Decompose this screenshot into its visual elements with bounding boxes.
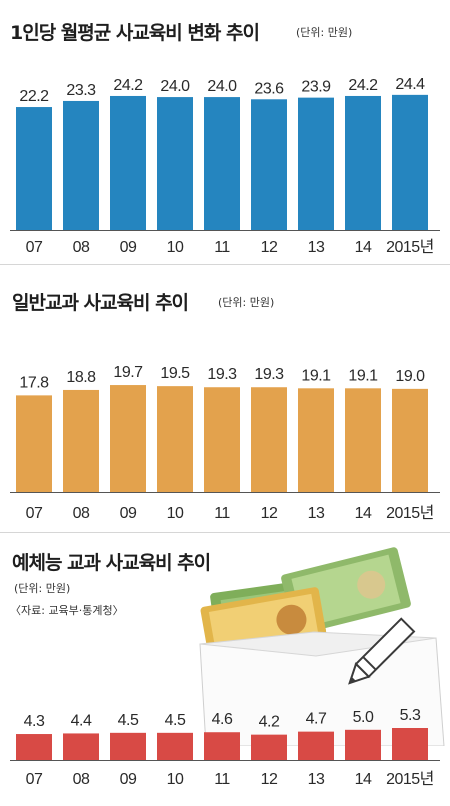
bar-2015년: [392, 94, 428, 230]
data-label: 19.0: [395, 368, 425, 385]
bar-11: [204, 97, 240, 230]
data-label: 4.5: [118, 712, 139, 729]
data-label: 19.3: [254, 366, 284, 383]
bar-09: [110, 385, 146, 492]
pencil-icon: [348, 617, 416, 685]
tick-label: 12: [261, 505, 278, 522]
data-label: 24.2: [348, 77, 378, 94]
chart-panel-monthly-avg: 1인당 월평균 사교육비 변화 추이 (단위: 만원) 22.2 07 23.3 08…: [0, 0, 450, 262]
bar-09: [110, 95, 146, 230]
source-note: 〈자료: 교육부·통계청〉: [10, 604, 124, 617]
data-label: 19.1: [301, 367, 331, 384]
chart-panel-general-subjects: 일반교과 사교육비 추이 (단위: 만원) 17.8 07 18.8 08 19.7 09…: [0, 266, 450, 532]
bar-2015년: [392, 728, 428, 760]
bar-09: [110, 732, 146, 760]
data-label: 24.0: [160, 78, 190, 95]
tick-label: 14: [355, 771, 372, 788]
bar-12: [251, 387, 287, 492]
bar-12: [251, 99, 287, 231]
bar-10: [157, 97, 193, 230]
tick-label: 07: [26, 239, 43, 256]
tick-label: 11: [214, 771, 230, 788]
tick-label: 13: [308, 505, 325, 522]
tick-label: 10: [167, 505, 184, 522]
tick-label: 08: [73, 771, 90, 788]
unit-label: (단위: 만원): [296, 26, 353, 39]
bar-chart-arts-sports: 4.3 07 4.4 08 4.5 09 4.5 10 4.6 11 4.2 12 4.7 13 5.0 14…: [10, 707, 440, 788]
data-label: 17.8: [19, 374, 49, 391]
bar-07: [16, 395, 52, 492]
tick-label: 2015년: [386, 504, 434, 522]
bar-13: [298, 97, 334, 230]
bar-10: [157, 386, 193, 492]
bar-07: [16, 734, 52, 760]
tick-label: 07: [26, 771, 43, 788]
bar-14: [345, 388, 381, 492]
bar-14: [345, 729, 381, 760]
tick-label: 11: [214, 505, 230, 522]
data-label: 19.7: [113, 364, 143, 381]
data-label: 4.3: [24, 713, 45, 730]
tick-label: 12: [261, 239, 278, 256]
bar-13: [298, 731, 334, 760]
chart-title: 예체능 교과 사교육비 추이: [12, 552, 211, 574]
tick-label: 14: [355, 239, 372, 256]
tick-label: 10: [167, 771, 184, 788]
tick-label: 2015년: [386, 238, 434, 256]
tick-label: 13: [308, 239, 325, 256]
tick-label: 09: [120, 505, 137, 522]
tick-label: 12: [261, 771, 278, 788]
chart-title: 일반교과 사교육비 추이: [12, 292, 189, 314]
bar-08: [63, 733, 99, 760]
data-label: 24.2: [113, 77, 143, 94]
tick-label: 2015년: [386, 770, 434, 788]
tick-label: 10: [167, 239, 184, 256]
data-label: 5.0: [353, 709, 374, 726]
bar-11: [204, 732, 240, 760]
data-label: 22.2: [19, 88, 49, 105]
data-label: 19.3: [207, 366, 237, 383]
data-label: 24.0: [207, 78, 237, 95]
tick-label: 13: [308, 771, 325, 788]
bar-07: [16, 107, 52, 230]
bar-chart-monthly-avg: 22.2 07 23.3 08 24.2 09 24.0 10 24.0 11 23.6 12 23.9…: [10, 76, 440, 256]
bar-2015년: [392, 388, 428, 492]
tick-label: 08: [73, 239, 90, 256]
bar-08: [63, 389, 99, 492]
data-label: 19.5: [160, 365, 190, 382]
chart-panel-arts-sports: 예체능 교과 사교육비 추이 (단위: 만원) 〈자료: 교육부·통계청〉: [0, 532, 450, 806]
bar-13: [298, 388, 334, 492]
data-label: 5.3: [400, 707, 421, 724]
tick-label: 07: [26, 505, 43, 522]
data-label: 23.6: [254, 80, 284, 97]
bar-12: [251, 734, 287, 760]
divider: [0, 264, 450, 265]
data-label: 4.6: [212, 711, 233, 728]
bar-14: [345, 95, 381, 230]
data-label: 4.7: [306, 711, 327, 728]
unit-label: (단위: 만원): [14, 582, 71, 595]
money-envelope-illustration: [199, 547, 445, 746]
data-label: 23.9: [301, 79, 331, 96]
chart-title: 1인당 월평균 사교육비 변화 추이: [10, 22, 260, 44]
data-label: 4.2: [259, 714, 280, 731]
data-label: 24.4: [395, 76, 425, 93]
data-label: 4.5: [165, 712, 186, 729]
divider: [0, 532, 450, 533]
tick-label: 09: [120, 239, 137, 256]
bar-08: [63, 100, 99, 230]
bar-11: [204, 387, 240, 492]
unit-label: (단위: 만원): [218, 296, 275, 309]
data-label: 4.4: [71, 712, 92, 729]
tick-label: 09: [120, 771, 137, 788]
data-label: 18.8: [66, 369, 96, 386]
data-label: 19.1: [348, 367, 378, 384]
tick-label: 11: [214, 239, 230, 256]
bar-10: [157, 732, 193, 760]
tick-label: 14: [355, 505, 372, 522]
tick-label: 08: [73, 505, 90, 522]
data-label: 23.3: [66, 82, 96, 99]
bar-chart-general-subjects: 17.8 07 18.8 08 19.7 09 19.5 10 19.3 11 19.3 12 19.1…: [10, 364, 440, 522]
